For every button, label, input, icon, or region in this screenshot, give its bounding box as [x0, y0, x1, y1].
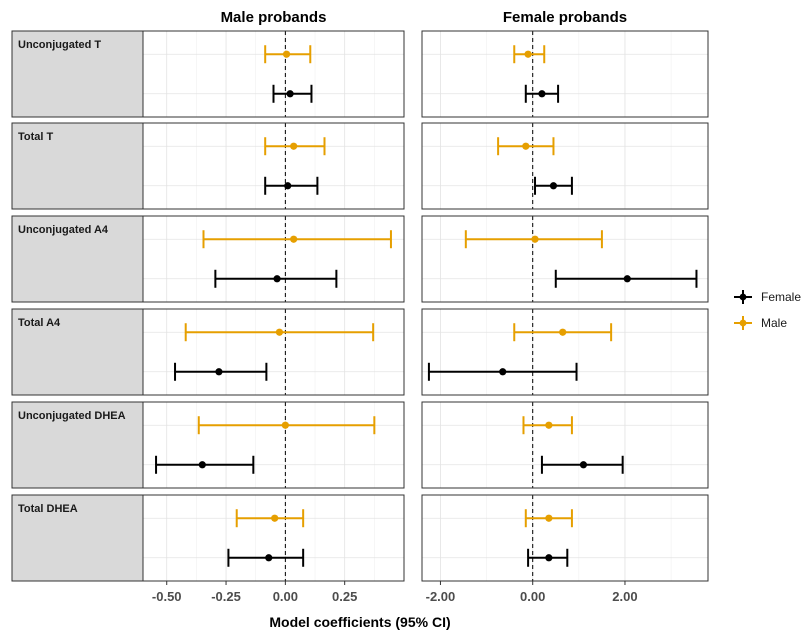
panel-border [421, 401, 709, 489]
point-estimate-male [281, 421, 289, 429]
x-tick-label: 0.00 [273, 589, 298, 604]
panel-border [421, 494, 709, 582]
point-estimate-female [623, 275, 631, 283]
panel-border [142, 30, 405, 118]
point-estimate-male [545, 514, 553, 522]
point-estimate-female [499, 368, 507, 376]
facet-strip [11, 401, 144, 489]
point-estimate-female [198, 461, 206, 469]
facet-strip-label: Total T [18, 131, 54, 143]
point-estimate-male [524, 50, 532, 58]
panel-background [422, 123, 708, 209]
point-estimate-female [545, 554, 553, 562]
x-axis-title: Model coefficients (95% CI) [269, 614, 450, 630]
point-estimate-male [290, 142, 298, 150]
point-estimate-male [275, 328, 284, 336]
panel-background [143, 495, 404, 581]
point-estimate-female [265, 554, 273, 562]
facet-strip-label: Unconjugated DHEA [18, 410, 126, 422]
panel-border [142, 215, 405, 303]
panel-border [142, 494, 405, 582]
x-tick-label: -0.25 [211, 589, 241, 604]
point-estimate-male [559, 328, 567, 336]
panel-background [143, 31, 404, 117]
panel-background [143, 309, 404, 395]
panel-title: Male probands [221, 9, 327, 26]
panel-background [422, 495, 708, 581]
facet-strip [11, 30, 144, 118]
point-estimate-male [271, 514, 279, 522]
x-tick-label: -0.50 [152, 589, 182, 604]
point-estimate-female [284, 182, 292, 190]
point-estimate-female [549, 182, 558, 190]
panel-background [422, 31, 708, 117]
facet-strip-label: Unconjugated T [18, 39, 101, 51]
x-tick-label: 0.25 [332, 589, 357, 604]
facet-strip-label: Unconjugated A4 [18, 224, 109, 236]
point-estimate-female [538, 90, 546, 98]
point-estimate-female [286, 90, 294, 98]
panel-background [422, 309, 708, 395]
legend-key-point [739, 293, 747, 301]
point-estimate-female [215, 368, 223, 376]
point-estimate-male [531, 235, 539, 243]
legend-key-point [739, 319, 747, 327]
point-estimate-male [290, 235, 298, 243]
panel-border [421, 308, 709, 396]
point-estimate-female [579, 461, 588, 469]
facet-strip [11, 494, 144, 582]
facet-strip [11, 215, 144, 303]
point-estimate-male [282, 50, 291, 58]
point-estimate-female [273, 275, 281, 283]
panel-title: Female probands [503, 9, 627, 26]
panel-background [422, 402, 708, 488]
x-tick-label: 0.00 [520, 589, 545, 604]
x-tick-label: -2.00 [426, 589, 456, 604]
legend-label-male: Male [761, 316, 787, 330]
panel-border [142, 401, 405, 489]
facet-strip-label: Total DHEA [18, 503, 78, 515]
panel-border [142, 122, 405, 210]
point-estimate-male [522, 142, 530, 150]
panel-border [142, 308, 405, 396]
panel-background [143, 123, 404, 209]
panel-background [143, 216, 404, 302]
point-estimate-male [545, 421, 553, 429]
legend-label-female: Female [761, 290, 801, 304]
facet-strip-label: Total A4 [18, 317, 61, 329]
panel-border [421, 30, 709, 118]
panel-background [143, 402, 404, 488]
facet-strip [11, 308, 144, 396]
panel-background [422, 216, 708, 302]
panel-border [421, 122, 709, 210]
facet-strip [11, 122, 144, 210]
panel-border [421, 215, 709, 303]
x-tick-label: 2.00 [612, 589, 637, 604]
